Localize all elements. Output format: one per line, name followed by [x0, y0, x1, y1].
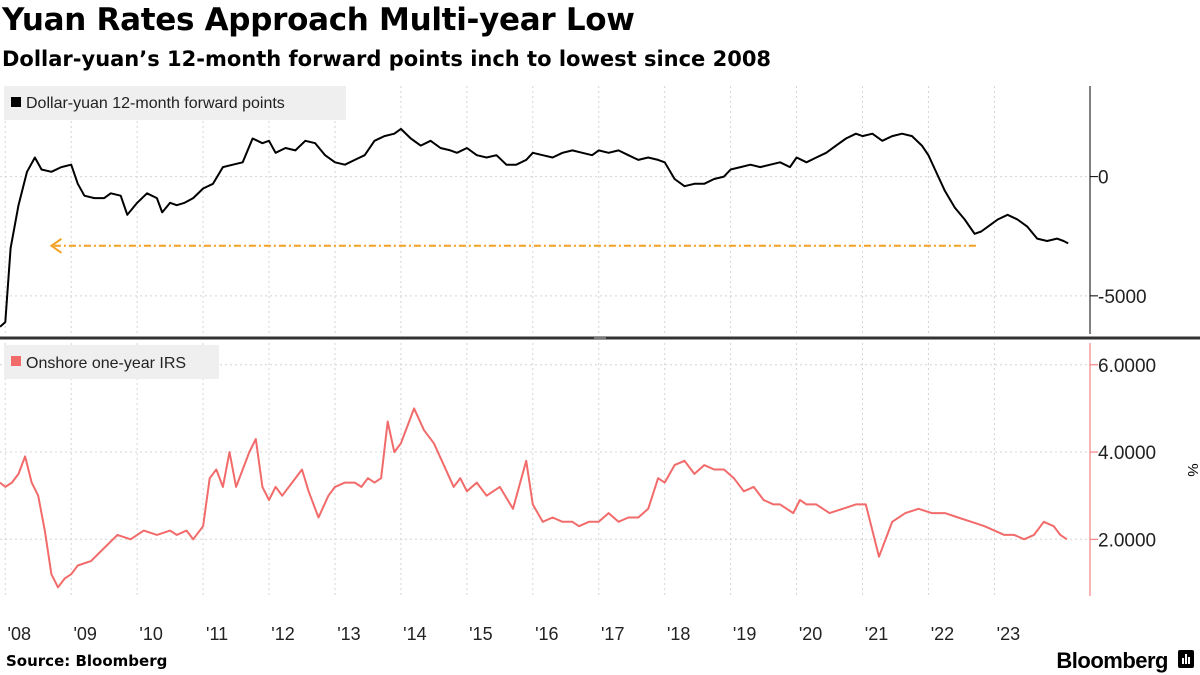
y-tick-label: 4.0000: [1098, 443, 1156, 464]
legend-swatch-black: [11, 97, 21, 107]
legend-swatch-red: [11, 356, 21, 366]
bloomberg-mark-icon: [1178, 650, 1194, 668]
x-tick-label: '12: [271, 624, 294, 644]
series-line-irs: [0, 407, 1068, 589]
legend-forward-points: Dollar-yuan 12-month forward points: [4, 86, 346, 120]
x-tick-label: '14: [403, 624, 426, 644]
x-tick-label: '23: [997, 624, 1020, 644]
x-tick-label: '19: [733, 624, 756, 644]
label-layer: '08 '09 '10 '11 '12 '13 '14 '15 '16 '17 '18 '19 '20 '…: [8, 168, 1157, 644]
legend-box: [4, 345, 219, 379]
source-note: Source: Bloomberg: [6, 652, 168, 670]
y-tick-label: -5000: [1098, 287, 1147, 308]
grid-layer: [0, 86, 1090, 596]
y-tick-label: 0: [1098, 168, 1109, 189]
x-tick-label: '10: [139, 624, 162, 644]
bloomberg-logo: Bloomberg: [1056, 648, 1168, 673]
y-tick-label: 2.0000: [1098, 530, 1156, 551]
axis-layer: [0, 86, 1200, 596]
x-tick-label: '20: [799, 624, 822, 644]
series-layer: [0, 127, 1069, 589]
legend-label-irs: Onshore one-year IRS: [26, 355, 186, 372]
legend-irs: Onshore one-year IRS: [4, 345, 219, 379]
chart-title: Yuan Rates Approach Multi-year Low: [2, 2, 635, 38]
y-tick-label: 6.0000: [1098, 356, 1156, 377]
x-tick-label: '11: [206, 624, 228, 644]
chart-subtitle: Dollar-yuan’s 12-month forward points in…: [2, 47, 772, 71]
x-tick-label: '08: [8, 624, 31, 644]
x-tick-label: '13: [337, 624, 360, 644]
series-line-forward-points: [0, 127, 1069, 328]
x-tick-label: '18: [667, 624, 690, 644]
x-tick-label: '16: [535, 624, 558, 644]
x-tick-label: '21: [865, 624, 888, 644]
legend-label-forward-points: Dollar-yuan 12-month forward points: [26, 95, 285, 112]
annotation-arrowhead: [49, 237, 63, 254]
x-tick-label: '09: [73, 624, 96, 644]
x-tick-label: '22: [931, 624, 954, 644]
legend-box: [4, 86, 346, 120]
x-tick-label: '15: [469, 624, 492, 644]
y-axis-unit-label: %: [1184, 463, 1200, 476]
x-tick-label: '17: [601, 624, 624, 644]
